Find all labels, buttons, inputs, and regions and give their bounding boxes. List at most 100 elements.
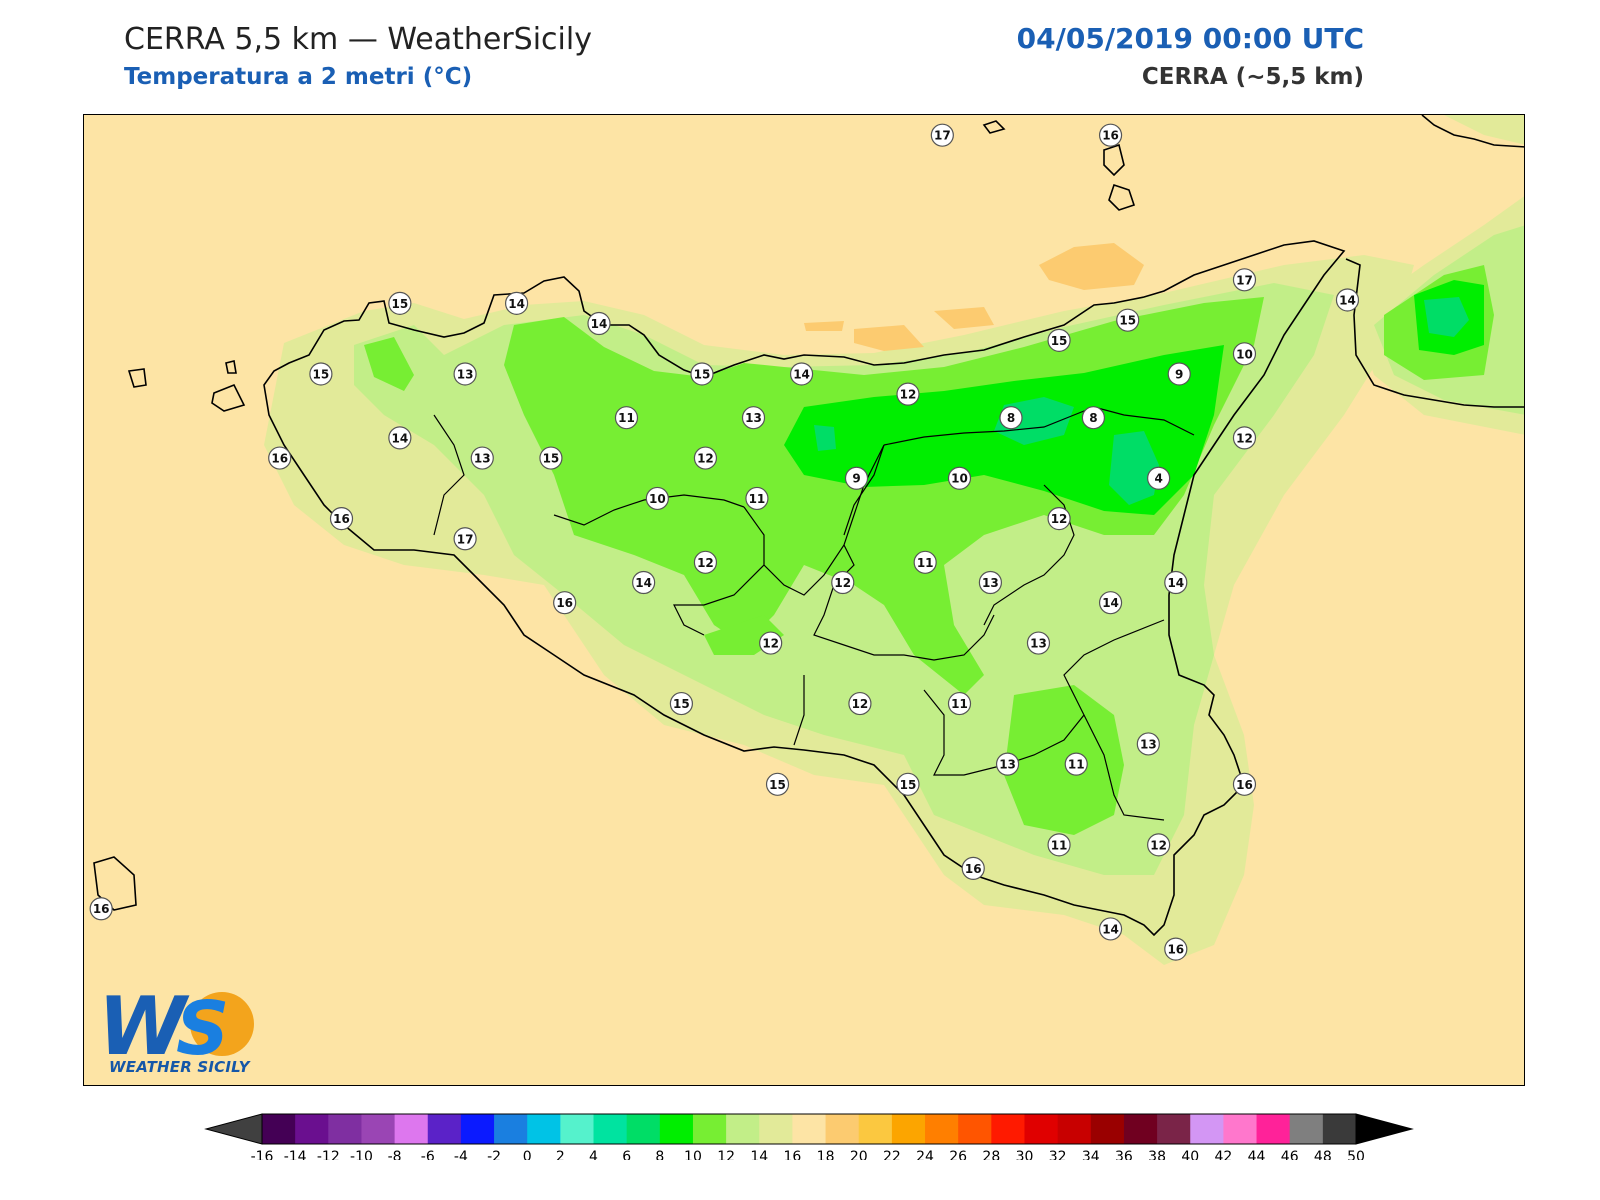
station-marker: 17	[453, 527, 477, 551]
colorbar-swatch	[1157, 1114, 1191, 1144]
colorbar-swatch	[825, 1114, 860, 1144]
station-value: 14	[793, 367, 810, 381]
station-value: 15	[769, 778, 786, 792]
station-marker: 16	[553, 591, 577, 615]
station-marker: 16	[89, 897, 113, 921]
station-value: 16	[93, 902, 110, 916]
station-value: 12	[1236, 431, 1253, 445]
weathersicily-logo: W S	[96, 980, 256, 1076]
station-value: 16	[271, 452, 288, 466]
colorbar-tick-label: 42	[1214, 1149, 1232, 1160]
station-marker: 14	[1098, 591, 1123, 615]
station-value: 8	[1007, 411, 1015, 425]
station-marker: 14	[505, 291, 529, 315]
station-value: 15	[392, 297, 409, 311]
station-marker: 11	[1064, 752, 1088, 776]
colorbar-swatch	[1322, 1114, 1357, 1144]
colorbar-tick-label: -6	[421, 1149, 435, 1160]
station-value: 16	[1236, 778, 1253, 792]
map-subtitle: Temperatura a 2 metri (°C)	[124, 64, 473, 90]
station-value: 12	[1150, 838, 1167, 852]
station-marker: 12	[831, 570, 855, 595]
station-value: 15	[543, 452, 560, 466]
station-value: 13	[999, 758, 1016, 772]
station-marker: 10	[947, 466, 972, 490]
station-marker: 10	[1232, 342, 1257, 366]
colorbar-tick-label: 18	[817, 1149, 835, 1160]
colorbar-tick-label: -12	[317, 1149, 340, 1160]
station-value: 4	[1154, 472, 1162, 486]
station-value: 11	[951, 697, 968, 711]
colorbar-swatch	[262, 1114, 296, 1144]
station-value: 12	[900, 388, 917, 402]
colorbar-over-arrow	[1355, 1113, 1414, 1145]
station-marker: 16	[1164, 937, 1188, 961]
colorbar-tick-label: -16	[251, 1149, 274, 1160]
colorbar-swatch	[494, 1114, 528, 1144]
station-marker: 15	[765, 772, 790, 796]
station-value: 13	[474, 452, 491, 466]
station-marker: 15	[388, 291, 412, 315]
station-marker: 14	[1164, 570, 1188, 595]
colorbar-swatch	[1223, 1114, 1258, 1144]
station-value: 12	[852, 697, 869, 711]
station-marker: 14	[789, 362, 814, 386]
station-value: 9	[1175, 367, 1183, 381]
temperature-map[interactable]: 17 16 15 14 14 17 14 15 15 15 13 15 14 12 9 10 11 13 8 8 14 1…	[83, 114, 1525, 1086]
station-marker: 15	[1047, 328, 1071, 352]
station-value: 17	[457, 532, 474, 546]
station-value: 16	[556, 596, 573, 610]
station-marker: 11	[1047, 833, 1071, 857]
station-value: 10	[649, 492, 666, 506]
colorbar-tick-label: 48	[1314, 1149, 1332, 1160]
station-marker: 13	[470, 446, 494, 470]
station-marker: 16	[1098, 123, 1123, 147]
colorbar-swatch	[1190, 1114, 1224, 1144]
station-marker: 12	[848, 691, 872, 716]
colorbar-swatch	[1057, 1114, 1092, 1144]
colorbar-swatch	[361, 1114, 396, 1144]
station-marker: 13	[978, 570, 1003, 595]
station-marker: 4	[1147, 466, 1171, 490]
colorbar-swatch	[726, 1114, 760, 1144]
station-value: 13	[982, 576, 999, 590]
station-value: 15	[1051, 334, 1068, 348]
model-label: CERRA (~5,5 km)	[1141, 64, 1364, 90]
colorbar-tick-label: 24	[916, 1149, 934, 1160]
colorbar-tick-label: 2	[556, 1149, 565, 1160]
station-value: 14	[635, 576, 652, 590]
station-marker: 9	[844, 466, 869, 490]
colorbar-swatch	[659, 1114, 694, 1144]
colorbar-tick-label: 22	[883, 1149, 901, 1160]
station-value: 15	[673, 697, 690, 711]
colorbar-tick-label: 50	[1347, 1149, 1365, 1160]
colorbar-tick-label: 6	[622, 1149, 631, 1160]
colorbar-swatch	[626, 1114, 661, 1144]
colorbar-swatch	[891, 1114, 926, 1144]
station-marker: 8	[999, 406, 1023, 430]
colorbar-tick-label: 12	[717, 1149, 735, 1160]
colorbar-tick-label: -2	[487, 1149, 501, 1160]
station-value: 13	[457, 367, 474, 381]
station-marker: 13	[741, 406, 766, 430]
colorbar-swatch	[427, 1114, 462, 1144]
station-value: 17	[934, 129, 951, 143]
colorbar-swatch	[692, 1114, 727, 1144]
station-value: 14	[591, 317, 608, 331]
station-marker: 13	[453, 362, 477, 386]
station-marker: 12	[759, 631, 783, 655]
colorbar-swatch	[1123, 1114, 1158, 1144]
station-marker: 9	[1167, 362, 1191, 386]
colorbar-tick-label: 38	[1148, 1149, 1166, 1160]
colorbar-tick-label: 16	[784, 1149, 802, 1160]
station-value: 13	[745, 411, 762, 425]
station-value: 11	[1051, 838, 1068, 852]
station-value: 10	[951, 472, 968, 486]
station-marker: 11	[913, 550, 937, 574]
station-marker: 16	[1232, 772, 1257, 796]
station-marker: 15	[690, 362, 714, 386]
map-title: CERRA 5,5 km — WeatherSicily	[124, 22, 592, 57]
station-marker: 15	[309, 362, 333, 386]
station-value: 12	[762, 637, 779, 651]
station-value: 14	[508, 297, 525, 311]
